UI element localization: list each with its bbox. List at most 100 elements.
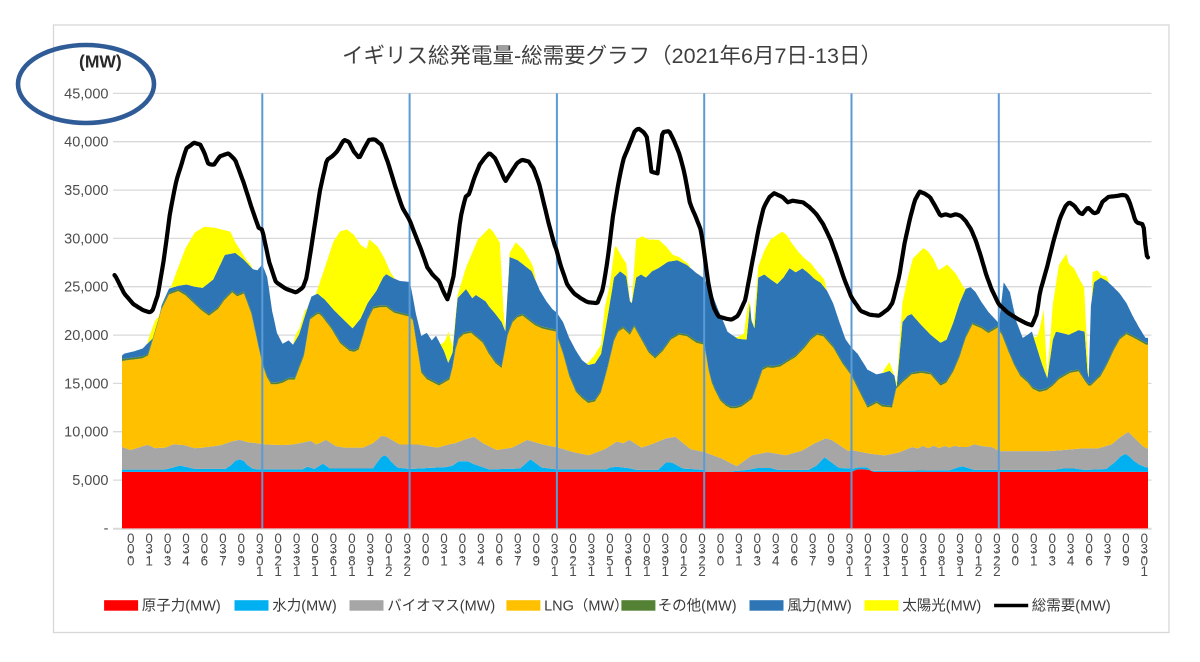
svg-text:3: 3 (625, 542, 633, 557)
svg-text:0: 0 (311, 542, 319, 557)
svg-text:3: 3 (1030, 542, 1038, 557)
svg-text:総需要(MW): 総需要(MW) (1032, 598, 1111, 615)
svg-text:3: 3 (919, 542, 927, 557)
svg-text:0: 0 (661, 531, 669, 546)
svg-text:1: 1 (643, 564, 651, 579)
svg-text::: : (424, 547, 428, 562)
svg-text:0: 0 (938, 531, 946, 546)
svg-text::: : (866, 547, 870, 562)
svg-text:0: 0 (975, 531, 983, 546)
svg-text::: : (977, 547, 981, 562)
svg-text:3: 3 (883, 542, 891, 557)
svg-text:0: 0 (293, 531, 301, 546)
svg-text::: : (774, 547, 778, 562)
svg-text:1: 1 (256, 564, 264, 579)
svg-text:0: 0 (919, 531, 927, 546)
svg-text::: : (1142, 547, 1146, 562)
svg-text:1: 1 (846, 564, 854, 579)
svg-text:3: 3 (993, 542, 1001, 557)
svg-text:4: 4 (772, 553, 780, 568)
svg-text:0: 0 (348, 531, 356, 546)
svg-text::: : (1013, 547, 1017, 562)
svg-text:-: - (104, 521, 109, 537)
svg-text::: : (921, 547, 925, 562)
svg-text:1: 1 (864, 564, 872, 579)
svg-text:0: 0 (754, 531, 762, 546)
svg-text:0: 0 (846, 553, 854, 568)
svg-text:0: 0 (1030, 531, 1038, 546)
svg-text::: : (958, 547, 962, 562)
svg-text::: : (405, 547, 409, 562)
svg-text:0: 0 (790, 542, 798, 557)
svg-text:3: 3 (145, 542, 153, 557)
svg-text:2: 2 (403, 564, 411, 579)
svg-text:0: 0 (459, 531, 467, 546)
svg-text:0: 0 (864, 531, 872, 546)
svg-text:0: 0 (680, 542, 688, 557)
svg-text:20,000: 20,000 (64, 328, 108, 344)
svg-text::: : (1087, 547, 1091, 562)
svg-text:3: 3 (440, 542, 448, 557)
svg-text:0: 0 (717, 553, 725, 568)
svg-text:0: 0 (385, 531, 393, 546)
svg-text:0: 0 (846, 531, 854, 546)
svg-text:9: 9 (661, 553, 669, 568)
svg-text:2: 2 (975, 564, 983, 579)
svg-text:1: 1 (440, 553, 448, 568)
svg-text:10,000: 10,000 (64, 425, 108, 441)
svg-text:9: 9 (532, 553, 540, 568)
svg-text:0: 0 (938, 542, 946, 557)
svg-text:0: 0 (551, 531, 559, 546)
svg-text:3: 3 (164, 553, 172, 568)
svg-text::: : (903, 547, 907, 562)
svg-text:0: 0 (606, 542, 614, 557)
svg-text:1: 1 (625, 564, 633, 579)
svg-text:0: 0 (569, 542, 577, 557)
svg-text::: : (995, 547, 999, 562)
svg-text:0: 0 (1048, 531, 1056, 546)
svg-text:0: 0 (385, 542, 393, 557)
svg-text::: : (313, 547, 317, 562)
svg-text:3: 3 (735, 542, 743, 557)
svg-text::: : (1050, 547, 1054, 562)
svg-text:3: 3 (754, 553, 762, 568)
svg-text:3: 3 (403, 542, 411, 557)
svg-text:太陽光(MW): 太陽光(MW) (902, 598, 981, 615)
svg-text:0: 0 (238, 542, 246, 557)
svg-text::: : (884, 547, 888, 562)
svg-text:0: 0 (1122, 542, 1130, 557)
svg-text:0: 0 (459, 542, 467, 557)
svg-text:8: 8 (348, 553, 356, 568)
svg-text:0: 0 (680, 531, 688, 546)
svg-text:0: 0 (403, 531, 411, 546)
svg-text:2: 2 (698, 553, 706, 568)
svg-text:2: 2 (569, 553, 577, 568)
svg-text:0: 0 (1085, 531, 1093, 546)
svg-text::: : (129, 547, 133, 562)
svg-text:5: 5 (606, 553, 614, 568)
svg-text::: : (221, 547, 225, 562)
svg-text:0: 0 (422, 553, 430, 568)
svg-text::: : (147, 547, 151, 562)
svg-text:5,000: 5,000 (72, 473, 108, 489)
svg-text:2: 2 (680, 564, 688, 579)
svg-text::: : (663, 547, 667, 562)
svg-text:0: 0 (643, 531, 651, 546)
svg-text:1: 1 (919, 564, 927, 579)
svg-text:3: 3 (219, 542, 227, 557)
svg-text:0: 0 (440, 531, 448, 546)
svg-text::: : (442, 547, 446, 562)
svg-text:0: 0 (901, 531, 909, 546)
svg-text:1: 1 (901, 564, 909, 579)
svg-text:0: 0 (532, 531, 540, 546)
svg-text:0: 0 (993, 531, 1001, 546)
svg-text::: : (848, 547, 852, 562)
svg-text:0: 0 (735, 531, 743, 546)
svg-text:1: 1 (1030, 553, 1038, 568)
svg-text::: : (1032, 547, 1036, 562)
svg-text:0: 0 (883, 531, 891, 546)
svg-text:6: 6 (201, 553, 209, 568)
svg-text::: : (590, 547, 594, 562)
svg-text:1: 1 (735, 553, 743, 568)
svg-text::: : (350, 547, 354, 562)
